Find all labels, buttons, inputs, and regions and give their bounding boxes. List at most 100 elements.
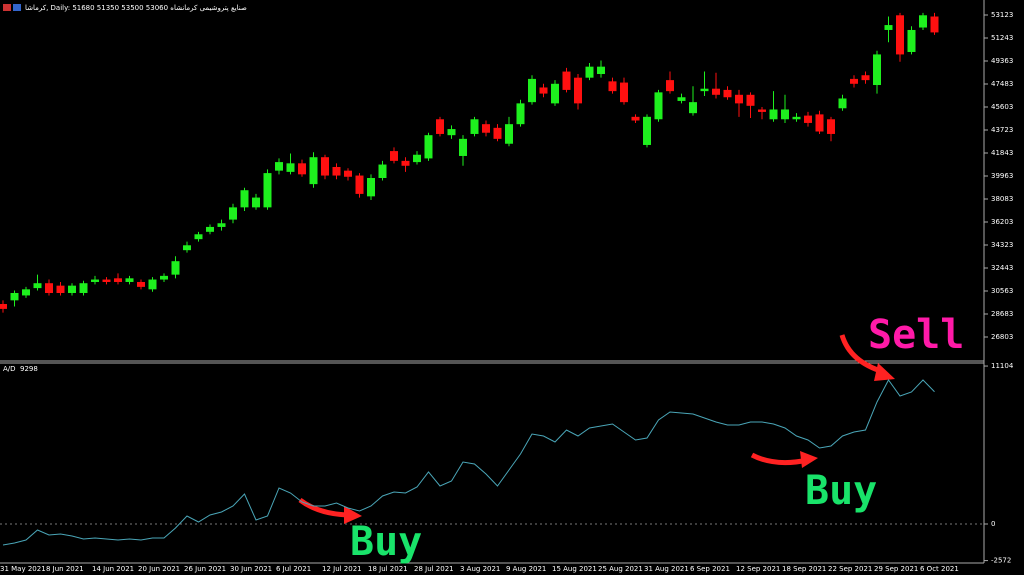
candle-body [22, 289, 30, 296]
candle-body [597, 66, 605, 75]
flag-icon [3, 4, 11, 11]
candle-body [401, 160, 410, 166]
candle-body [45, 283, 53, 293]
y-tick-label: -2572 [991, 557, 1011, 565]
y-tick-label: 11104 [991, 362, 1014, 370]
candle-body [10, 292, 19, 301]
candle-body [608, 81, 617, 92]
x-tick-label: 18 Sep 2021 [782, 565, 826, 573]
y-tick-label: 26803 [991, 333, 1013, 341]
candle-body [505, 124, 513, 144]
candle-body [815, 114, 824, 132]
annotation: Buy [805, 468, 877, 514]
candle-body [114, 278, 122, 282]
y-tick-label: 34323 [991, 241, 1013, 249]
candle-body [919, 15, 927, 28]
candle-body [68, 285, 76, 293]
candle-body [493, 127, 502, 139]
candle-body [585, 66, 594, 78]
annotation: Buy [350, 519, 422, 565]
candle-body [194, 234, 203, 240]
candle-body [367, 177, 375, 197]
candle-body [390, 151, 398, 161]
candle-body [413, 154, 421, 163]
candle-body [470, 119, 479, 134]
flag-icon [13, 4, 21, 11]
x-tick-label: 31 May 2021 [0, 565, 46, 573]
candle-body [873, 54, 881, 86]
y-tick-label: 38083 [991, 195, 1013, 203]
candle-body [562, 71, 571, 90]
candle-body [344, 170, 352, 177]
candle-body [56, 285, 65, 293]
candle-body [758, 109, 766, 112]
x-tick-label: 8 Jun 2021 [46, 565, 84, 573]
x-tick-label: 6 Sep 2021 [690, 565, 730, 573]
x-tick-label: 20 Jun 2021 [138, 565, 180, 573]
candle-body [240, 190, 249, 208]
arrowhead [800, 451, 818, 468]
candle-body [700, 88, 709, 92]
x-tick-label: 9 Aug 2021 [506, 565, 546, 573]
y-tick-label: 32443 [991, 264, 1013, 272]
candle-body [332, 166, 341, 176]
candle-body [838, 98, 847, 109]
candle-body [424, 135, 433, 159]
candle-body [79, 283, 88, 293]
candle-body [436, 119, 444, 134]
x-tick-label: 6 Oct 2021 [920, 565, 959, 573]
x-tick-label: 12 Jul 2021 [322, 565, 362, 573]
candle-body [447, 129, 456, 136]
y-tick-label: 49363 [991, 57, 1013, 65]
y-tick-label: 0 [991, 520, 995, 528]
candle-body [125, 278, 134, 282]
y-tick-label: 47483 [991, 80, 1013, 88]
candle-body [896, 15, 904, 55]
x-tick-label: 22 Sep 2021 [828, 565, 872, 573]
candle-body [102, 279, 111, 282]
y-tick-label: 30563 [991, 287, 1013, 295]
candle-body [620, 82, 628, 103]
y-tick-label: 39963 [991, 172, 1013, 180]
arrowhead [874, 363, 895, 381]
candle-body [459, 138, 467, 156]
candle-body [884, 25, 893, 30]
x-tick-label: 31 Aug 2021 [644, 565, 689, 573]
candle-body [148, 279, 157, 290]
x-tick-label: 30 Jun 2021 [230, 565, 272, 573]
x-tick-label: 12 Sep 2021 [736, 565, 780, 573]
candle-body [746, 94, 755, 106]
y-tick-label: 53123 [991, 11, 1013, 19]
y-tick-label: 28683 [991, 310, 1013, 318]
candle-body [0, 304, 7, 309]
y-tick-label: 43723 [991, 126, 1013, 134]
y-tick-label: 36203 [991, 218, 1013, 226]
candle-body [355, 175, 364, 194]
candle-body [91, 279, 99, 282]
candle-body [677, 97, 686, 101]
candle-body [171, 261, 180, 275]
chart-title: کرماشا, Daily: 51680 51350 53500 53060 ص… [25, 4, 247, 12]
annotation: Sell [868, 312, 964, 358]
candle-body [137, 281, 145, 287]
x-tick-label: 15 Aug 2021 [552, 565, 597, 573]
x-tick-label: 14 Jun 2021 [92, 565, 134, 573]
candle-body [539, 87, 548, 94]
candle-body [275, 162, 283, 171]
candle-body [551, 83, 559, 104]
candle-body [206, 226, 214, 232]
candle-body [217, 223, 226, 227]
candle-body [252, 197, 260, 208]
candle-body [286, 163, 295, 172]
x-tick-label: 25 Aug 2021 [598, 565, 643, 573]
x-tick-label: 6 Jul 2021 [276, 565, 311, 573]
y-tick-label: 51243 [991, 34, 1013, 42]
ad-line [2, 379, 935, 546]
candle-body [309, 157, 318, 185]
candle-body [781, 109, 789, 120]
x-tick-label: 29 Sep 2021 [874, 565, 918, 573]
candle-body [792, 116, 801, 120]
candle-body [528, 78, 536, 103]
candle-body [654, 92, 663, 120]
